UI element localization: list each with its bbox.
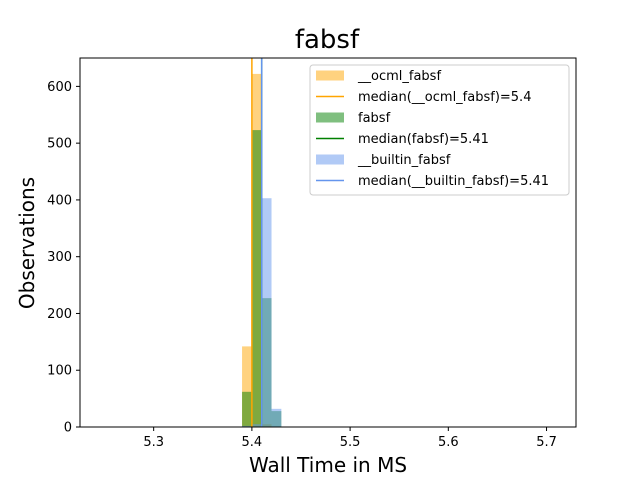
y-tick-label-3: 300 (47, 250, 72, 265)
legend-label-2: fabsf (358, 111, 391, 126)
y-tick-label-4: 400 (47, 193, 72, 208)
chart-title: fabsf (295, 25, 360, 55)
legend-label-0: __ocml_fabsf (357, 69, 441, 84)
y-axis-label: Observations (15, 177, 39, 309)
histogram-bar-2-2 (261, 198, 272, 427)
histogram-bar-2-3 (271, 408, 282, 427)
x-tick-label-4: 5.7 (536, 435, 557, 450)
histogram-bar-1-1 (251, 130, 262, 427)
legend-patch-0 (316, 70, 344, 81)
legend-label-3: median(fabsf)=5.41 (358, 132, 489, 147)
y-tick-label-2: 200 (47, 307, 72, 322)
x-tick-label-0: 5.3 (143, 435, 164, 450)
x-tick-label-1: 5.4 (242, 435, 263, 450)
legend-box (309, 64, 570, 196)
median-lines-layer (251, 58, 263, 427)
legend: __ocml_fabsf median(__ocml_fabsf)=5.4fabs… (309, 64, 570, 196)
x-axis-ticks: 5.3 5.4 5.5 5.6 5.7 (143, 427, 557, 450)
y-tick-label-6: 600 (47, 80, 72, 95)
histogram-bar-2-0 (242, 425, 252, 427)
legend-label-1: median(__ocml_fabsf)=5.4 (358, 90, 531, 105)
y-tick-label-5: 500 (47, 137, 72, 152)
legend-patch-4 (316, 154, 344, 165)
legend-label-5: median(__builtin_fabsf)=5.41 (358, 174, 549, 189)
histogram-bar-1-0 (242, 391, 252, 427)
y-axis-ticks: 0 100 200 300 400 500 600 (47, 80, 80, 436)
x-axis-label: Wall Time in MS (249, 453, 407, 477)
bars-layer (242, 73, 282, 428)
histogram-bar-2-1 (251, 424, 262, 427)
legend-label-4: __builtin_fabsf (357, 153, 451, 168)
y-tick-label-1: 100 (47, 364, 72, 379)
plot-frame (79, 57, 577, 428)
histogram-bar-0-0 (242, 346, 252, 427)
y-tick-label-0: 0 (64, 421, 72, 436)
x-tick-label-2: 5.5 (340, 435, 361, 450)
legend-patch-2 (316, 112, 344, 123)
x-tick-label-3: 5.6 (438, 435, 459, 450)
